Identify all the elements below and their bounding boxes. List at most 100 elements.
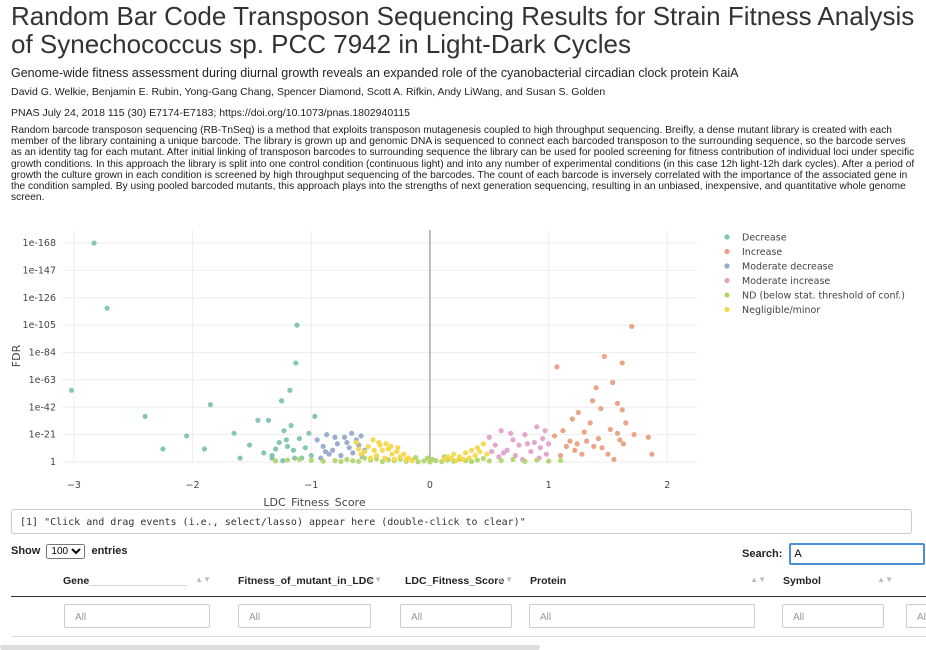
data-point xyxy=(356,446,362,452)
data-point xyxy=(324,432,330,438)
data-point xyxy=(611,456,617,462)
data-point xyxy=(353,439,359,446)
data-point xyxy=(287,387,293,393)
search-input[interactable] xyxy=(789,543,926,565)
column-header-score[interactable]: LDC_Fitness_Score ▲▼ xyxy=(405,575,513,587)
data-point xyxy=(255,417,261,423)
filter-symbol[interactable]: All xyxy=(782,604,884,628)
data-point xyxy=(474,457,481,463)
data-point xyxy=(649,451,655,457)
data-point xyxy=(546,441,552,447)
data-point xyxy=(484,451,490,457)
data-point xyxy=(504,447,510,453)
filter-score[interactable]: All xyxy=(400,604,512,628)
x-axis-label: LDC_Fitness_Score xyxy=(263,496,365,508)
data-point xyxy=(281,428,287,434)
filter-fitness[interactable]: All xyxy=(238,604,371,628)
sort-icon: ▲▼ xyxy=(750,575,766,584)
data-point xyxy=(356,458,362,464)
legend-marker xyxy=(724,292,730,298)
data-point xyxy=(273,458,279,464)
column-header-symbol[interactable]: Symbol ▲▼ xyxy=(783,575,893,587)
show-label: Show xyxy=(11,545,41,557)
data-point xyxy=(563,443,570,449)
legend-marker xyxy=(724,234,730,240)
y-tick-label: 1e-126 xyxy=(23,293,56,304)
data-point xyxy=(104,305,110,311)
column-header-fitness[interactable]: Fitness_of_mutant_in_LDC ▲▼ xyxy=(238,575,382,587)
data-point xyxy=(492,442,498,448)
data-point xyxy=(288,422,294,429)
data-point xyxy=(486,458,492,464)
data-point xyxy=(534,424,540,430)
legend-label: Decrease xyxy=(742,233,787,244)
data-point xyxy=(522,432,528,438)
data-point xyxy=(261,450,267,456)
data-point xyxy=(91,240,97,246)
data-point xyxy=(284,443,291,449)
data-point xyxy=(623,420,629,426)
data-point xyxy=(338,458,344,465)
data-point xyxy=(567,438,573,444)
data-point xyxy=(376,439,382,446)
data-point xyxy=(645,434,651,440)
abstract: Random barcode transposon sequencing (RB… xyxy=(11,125,915,204)
data-point xyxy=(421,458,427,464)
data-point xyxy=(365,443,371,449)
data-point xyxy=(389,451,395,457)
data-point xyxy=(451,451,457,457)
data-point xyxy=(557,457,564,464)
data-point xyxy=(572,447,578,453)
data-point xyxy=(531,439,537,446)
data-point xyxy=(320,443,326,449)
data-point xyxy=(441,456,447,462)
data-point xyxy=(332,434,338,440)
data-point xyxy=(338,452,344,459)
data-point xyxy=(231,430,237,436)
data-point xyxy=(308,457,314,464)
entries-select[interactable]: 100 xyxy=(46,544,86,559)
data-point xyxy=(391,456,397,462)
y-tick-label: 1e-147 xyxy=(23,265,56,276)
data-point xyxy=(598,405,604,412)
data-point xyxy=(610,379,616,386)
data-point xyxy=(401,451,407,457)
y-tick-label: 1 xyxy=(50,457,56,468)
data-point xyxy=(308,452,314,459)
page-title: Random Bar Code Transposon Sequencing Re… xyxy=(11,1,915,59)
horizontal-scrollbar[interactable] xyxy=(0,645,540,650)
data-point xyxy=(280,458,286,464)
legend-marker xyxy=(724,277,730,284)
data-point xyxy=(543,451,549,457)
table-header: Gene____________________ ▲▼ Fitness_of_mu… xyxy=(11,572,926,597)
column-header-protein[interactable]: Protein ▲▼ xyxy=(530,575,766,587)
data-point xyxy=(466,455,472,461)
legend-label: Moderate decrease xyxy=(742,262,834,273)
data-point xyxy=(486,434,492,440)
filter-next-column[interactable]: All xyxy=(906,604,926,628)
table-body-divider xyxy=(11,636,926,637)
data-point xyxy=(599,445,605,451)
data-point xyxy=(472,452,478,459)
data-point xyxy=(457,454,463,460)
legend-label: Increase xyxy=(742,247,782,258)
data-point xyxy=(542,428,548,434)
column-header-gene[interactable]: Gene____________________ ▲▼ xyxy=(63,575,211,587)
data-point xyxy=(462,450,469,456)
data-point xyxy=(322,448,329,455)
data-point xyxy=(320,458,326,464)
data-point xyxy=(424,455,431,461)
data-point xyxy=(184,433,190,439)
data-point xyxy=(569,416,575,422)
filter-protein[interactable]: All xyxy=(529,604,755,628)
volcano-plot[interactable]: 1 1e-21 1e-42 1e-63 1e-84 1e-105 1e-126 1e-147 1… xyxy=(0,226,926,508)
data-point xyxy=(540,435,546,442)
data-point xyxy=(528,448,534,455)
data-point xyxy=(395,445,401,451)
data-point xyxy=(551,433,558,439)
data-point xyxy=(605,451,611,457)
data-point xyxy=(614,400,621,406)
x-tick-label: 2 xyxy=(664,480,670,491)
filter-gene[interactable]: All xyxy=(64,604,210,628)
legend-label: Moderate increase xyxy=(742,276,830,287)
